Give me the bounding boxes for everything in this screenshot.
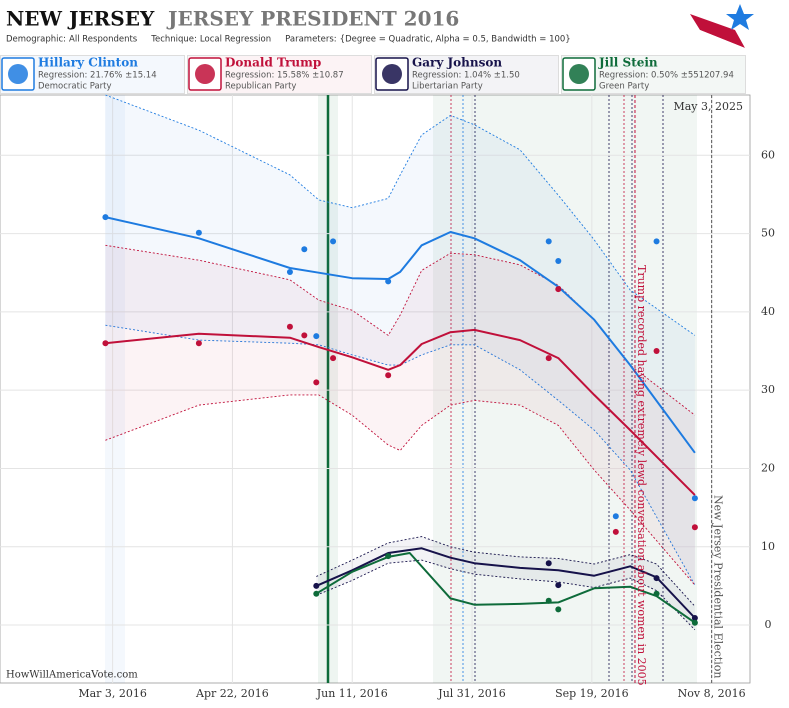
trend-line	[315, 547, 696, 619]
parameter-label: Parameters:	[285, 35, 337, 45]
source: HowWillAmericaVote.com	[6, 670, 138, 681]
annotation-text: New Jersey Presidential Election	[712, 495, 725, 678]
poll-point	[691, 524, 698, 531]
poll-point	[555, 582, 562, 589]
confidence-band	[105, 245, 695, 586]
poll-point	[545, 597, 552, 604]
band-lower	[105, 324, 696, 586]
poll-point	[385, 553, 392, 560]
legend-name: Donald Trump	[225, 56, 321, 70]
x-tick-label: Nov 8, 2016	[678, 687, 746, 700]
poll-point	[313, 333, 320, 340]
legend-name: Gary Johnson	[412, 56, 502, 70]
y-tick-label: 60	[761, 148, 775, 161]
legend-party: Democratic Party	[38, 82, 112, 92]
poll-point	[195, 229, 202, 236]
poll-point	[545, 560, 552, 567]
parameter-value: Local Regression	[200, 35, 271, 45]
poll-point	[653, 575, 660, 582]
legend-party: Republican Party	[225, 82, 296, 92]
poll-point	[313, 590, 320, 597]
parameter-value: All Respondents	[69, 35, 138, 45]
x-tick-label: Sep 19, 2016	[555, 687, 629, 700]
poll-point	[653, 590, 660, 597]
shade	[105, 95, 125, 683]
band-upper	[105, 94, 696, 336]
poll-point	[555, 606, 562, 613]
parameter-label: Demographic:	[6, 35, 66, 45]
y-tick-label: 50	[761, 227, 775, 240]
poll-point	[102, 340, 109, 347]
y-tick-label: 20	[761, 461, 775, 474]
chart-subtitle: JERSEY PRESIDENT 2016	[166, 7, 459, 31]
poll-point	[612, 528, 619, 535]
date-stamp: May 3, 2025	[673, 100, 743, 113]
poll-point	[313, 582, 320, 589]
trend-line	[105, 216, 696, 454]
y-tick-label: 0	[765, 618, 772, 631]
parameter-label: Technique:	[150, 35, 197, 45]
band-upper	[316, 536, 696, 607]
shade	[433, 95, 697, 683]
x-tick-label: Jun 11, 2016	[316, 687, 388, 700]
logo	[690, 4, 754, 52]
poll-point	[545, 238, 552, 245]
poll-point	[102, 214, 109, 221]
trend-line	[315, 552, 696, 624]
poll-point	[653, 348, 660, 355]
legend-icon-symbol	[8, 64, 28, 84]
legend-name: Jill Stein	[598, 56, 658, 70]
poll-point	[555, 257, 562, 264]
y-tick-label: 40	[761, 305, 775, 318]
parameter-value: {Degree = Quadratic, Alpha = 0.5, Bandwi…	[340, 35, 571, 45]
poll-point	[301, 246, 308, 253]
poll-point	[330, 355, 337, 362]
legend-regression: Regression: 0.50% ±551207.94	[599, 71, 734, 81]
poll-point	[286, 268, 293, 275]
poll-point	[612, 513, 619, 520]
legend-icon-symbol	[569, 64, 589, 84]
x-tick-label: Mar 3, 2016	[78, 687, 147, 700]
poll-point	[653, 238, 660, 245]
legend-regression: Regression: 21.76% ±15.14	[38, 71, 157, 81]
plot-frame	[0, 94, 751, 684]
poll-point	[385, 278, 392, 285]
parameters: Demographic: All Respondents Technique: Loc…	[6, 35, 571, 45]
poll-point	[691, 619, 698, 626]
chart-title: NEW JERSEY	[6, 7, 155, 31]
legend-name: Hillary Clinton	[38, 56, 138, 70]
poll-point	[545, 355, 552, 362]
plot-area	[0, 94, 751, 684]
legend-icon-symbol	[382, 64, 402, 84]
band-lower	[105, 394, 696, 586]
trend-line	[105, 328, 696, 496]
poll-point	[313, 379, 320, 386]
y-tick-label: 10	[761, 540, 775, 553]
legend-party: Green Party	[599, 82, 649, 92]
poll-point	[691, 495, 698, 502]
legend-party: Libertarian Party	[412, 82, 483, 92]
poll-point	[691, 615, 698, 622]
legend-regression: Regression: 1.04% ±1.50	[412, 71, 520, 81]
poll-point	[195, 340, 202, 347]
poll-point	[330, 238, 337, 245]
legend-regression: Regression: 15.58% ±10.87	[225, 71, 344, 81]
y-tick-label: 30	[761, 383, 775, 396]
poll-point	[385, 372, 392, 379]
confidence-band	[316, 536, 695, 630]
legend-icon-symbol	[195, 64, 215, 84]
annotation-text: Trump recorded having extremely lewd con…	[635, 265, 648, 686]
poll-point	[286, 323, 293, 330]
x-tick-label: Apr 22, 2016	[195, 687, 269, 700]
poll-point	[301, 332, 308, 339]
poll-point	[555, 286, 562, 293]
confidence-band	[105, 95, 695, 586]
x-tick-label: Jul 31, 2016	[437, 687, 506, 700]
